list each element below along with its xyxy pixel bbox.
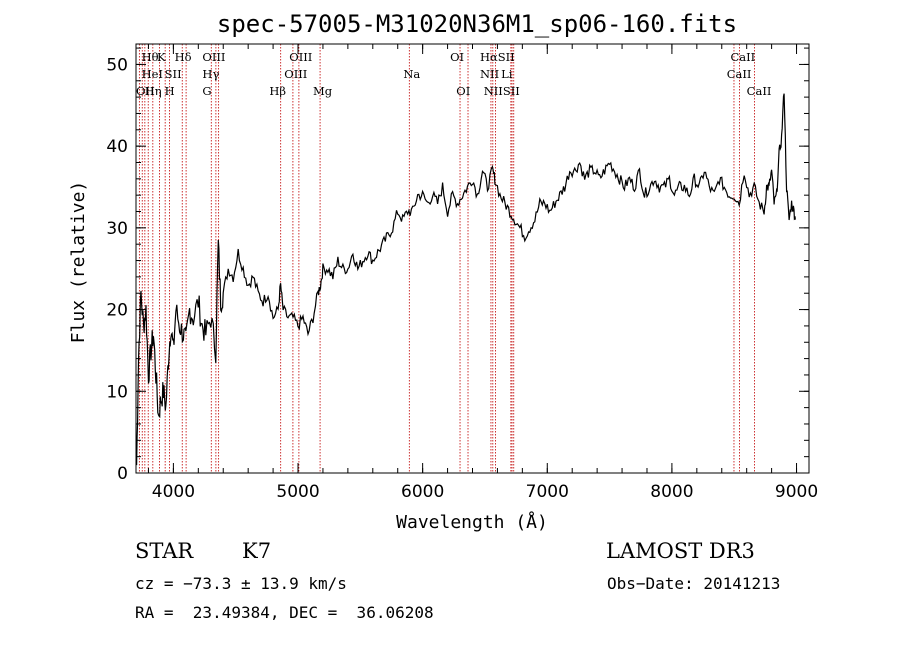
line-markers [138,44,755,473]
object-type: STAR [135,539,194,563]
line-annotation-label: CaII [730,50,755,64]
y-axis-ticks: 0 10 20 30 40 50 [106,47,809,484]
ra-dec: RA = 23.49384, DEC = 36.06208 [135,603,434,622]
line-annotation-label: Mg [313,84,333,98]
line-annotation-label: HαSII [480,50,515,64]
line-annotation-label: OII [136,84,155,98]
subclass: K7 [242,539,272,563]
line-annotation-label: CaII [727,67,752,81]
redshift-cz: cz = −73.3 ± 13.9 km/s [135,574,347,593]
x-tick-label: 7000 [526,482,569,502]
line-annotation-label: Hη [145,84,162,98]
x-tick-label: 8000 [650,482,693,502]
line-annotation-label: Li [501,67,513,81]
line-annotation-label: NIISII [484,84,520,98]
line-annotation-label: OIII [289,50,312,64]
line-annotations: HθK Hδ OIII OIII OI HαSII CaII HeI SII Hγ OIII Na NI… [136,50,771,98]
line-annotation-label: OIII [202,50,225,64]
line-annotation-label: OI [450,50,464,64]
y-axis-label: Flux (relative) [68,181,89,344]
y-tick-label: 0 [117,464,128,484]
line-annotation-label: OI [456,84,470,98]
chart-title: spec-57005-M31020N36M1_sp06-160.fits [217,10,737,38]
line-annotation-label: Hβ [269,84,286,98]
line-annotation-label: Hθ [142,50,159,64]
line-annotation-label: HeI [142,67,163,81]
x-tick-label: 5000 [276,482,319,502]
line-annotation-label: NII [480,67,499,81]
line-annotation-label: H [165,84,175,98]
y-tick-label: 40 [106,137,128,157]
y-tick-label: 10 [106,382,128,402]
line-annotation-label: Hδ [175,50,192,64]
y-tick-label: 50 [106,55,128,75]
x-axis-ticks: 4000 5000 6000 7000 8000 9000 [147,44,818,502]
x-axis-label: Wavelength (Å) [396,511,548,533]
line-annotation-label: Hγ [202,67,219,81]
x-tick-label: 9000 [775,482,818,502]
spectrum-line [136,93,796,466]
line-annotation-label: CaII [747,84,772,98]
line-annotation-label: G [202,84,211,98]
survey-name: LAMOST DR3 [606,539,755,563]
y-tick-label: 20 [106,301,128,321]
line-annotation-label: Na [403,67,420,81]
line-annotation-label: K [157,50,166,64]
line-annotation-label: SII [165,67,182,81]
x-tick-label: 4000 [152,482,195,502]
x-tick-label: 6000 [401,482,444,502]
line-annotation-label: OIII [284,67,307,81]
obs-date: Obs−Date: 20141213 [607,574,781,593]
y-tick-label: 30 [106,219,128,239]
